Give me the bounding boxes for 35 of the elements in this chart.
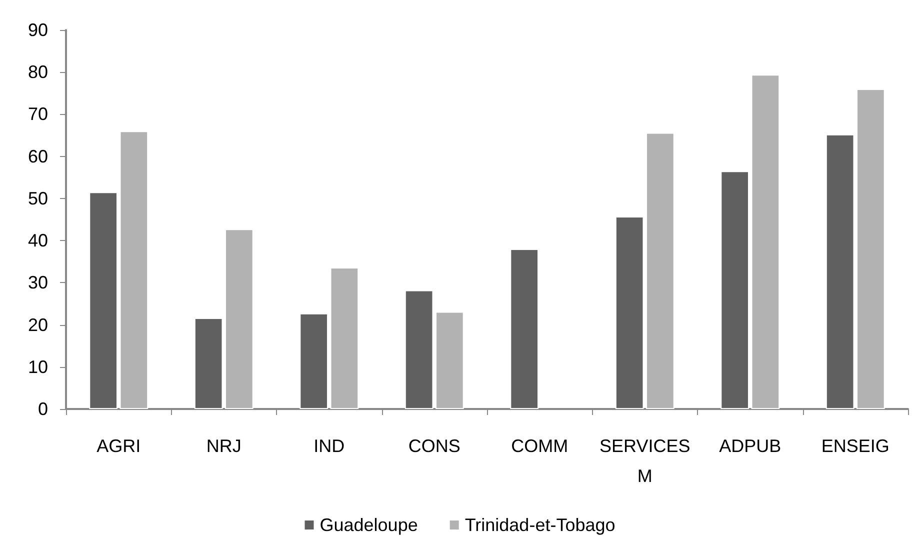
y-tick-label: 60 (28, 146, 48, 166)
bar (510, 248, 538, 409)
y-tick-label: 70 (28, 104, 48, 124)
y-tick-label: 0 (38, 399, 48, 419)
x-tick-label: NRJ (206, 436, 242, 456)
bar (751, 74, 780, 409)
bar (89, 192, 118, 409)
x-tick-label: ADPUB (719, 436, 782, 456)
x-tick-label: AGRI (96, 436, 141, 456)
y-tick-label: 30 (28, 272, 48, 293)
y-tick-label: 50 (28, 188, 48, 208)
bar (436, 312, 464, 409)
y-tick-label: 80 (28, 62, 48, 82)
bar (120, 131, 148, 409)
y-tick-label: 10 (28, 356, 48, 377)
bar (330, 268, 359, 409)
bar (404, 290, 434, 409)
y-tick-label: 40 (28, 230, 48, 251)
bar (720, 171, 749, 409)
y-tick-label: 90 (28, 20, 48, 40)
x-tick-label: SERVICESM (600, 436, 690, 486)
x-tick-label: IND (314, 436, 345, 456)
bar (856, 88, 885, 409)
x-tick-label: CONS (408, 436, 460, 456)
legend-label: Trinidad-et-Tobago (464, 515, 616, 535)
bar (194, 318, 223, 409)
bar (826, 134, 854, 409)
bar (646, 132, 674, 409)
bar (300, 313, 328, 409)
y-tick-label: 20 (28, 314, 48, 335)
bar (225, 229, 254, 409)
legend-label: Guadeloupe (320, 515, 418, 535)
bar (615, 216, 644, 409)
x-tick-label: ENSEIG (821, 436, 890, 456)
x-tick-label: COMM (511, 436, 568, 456)
